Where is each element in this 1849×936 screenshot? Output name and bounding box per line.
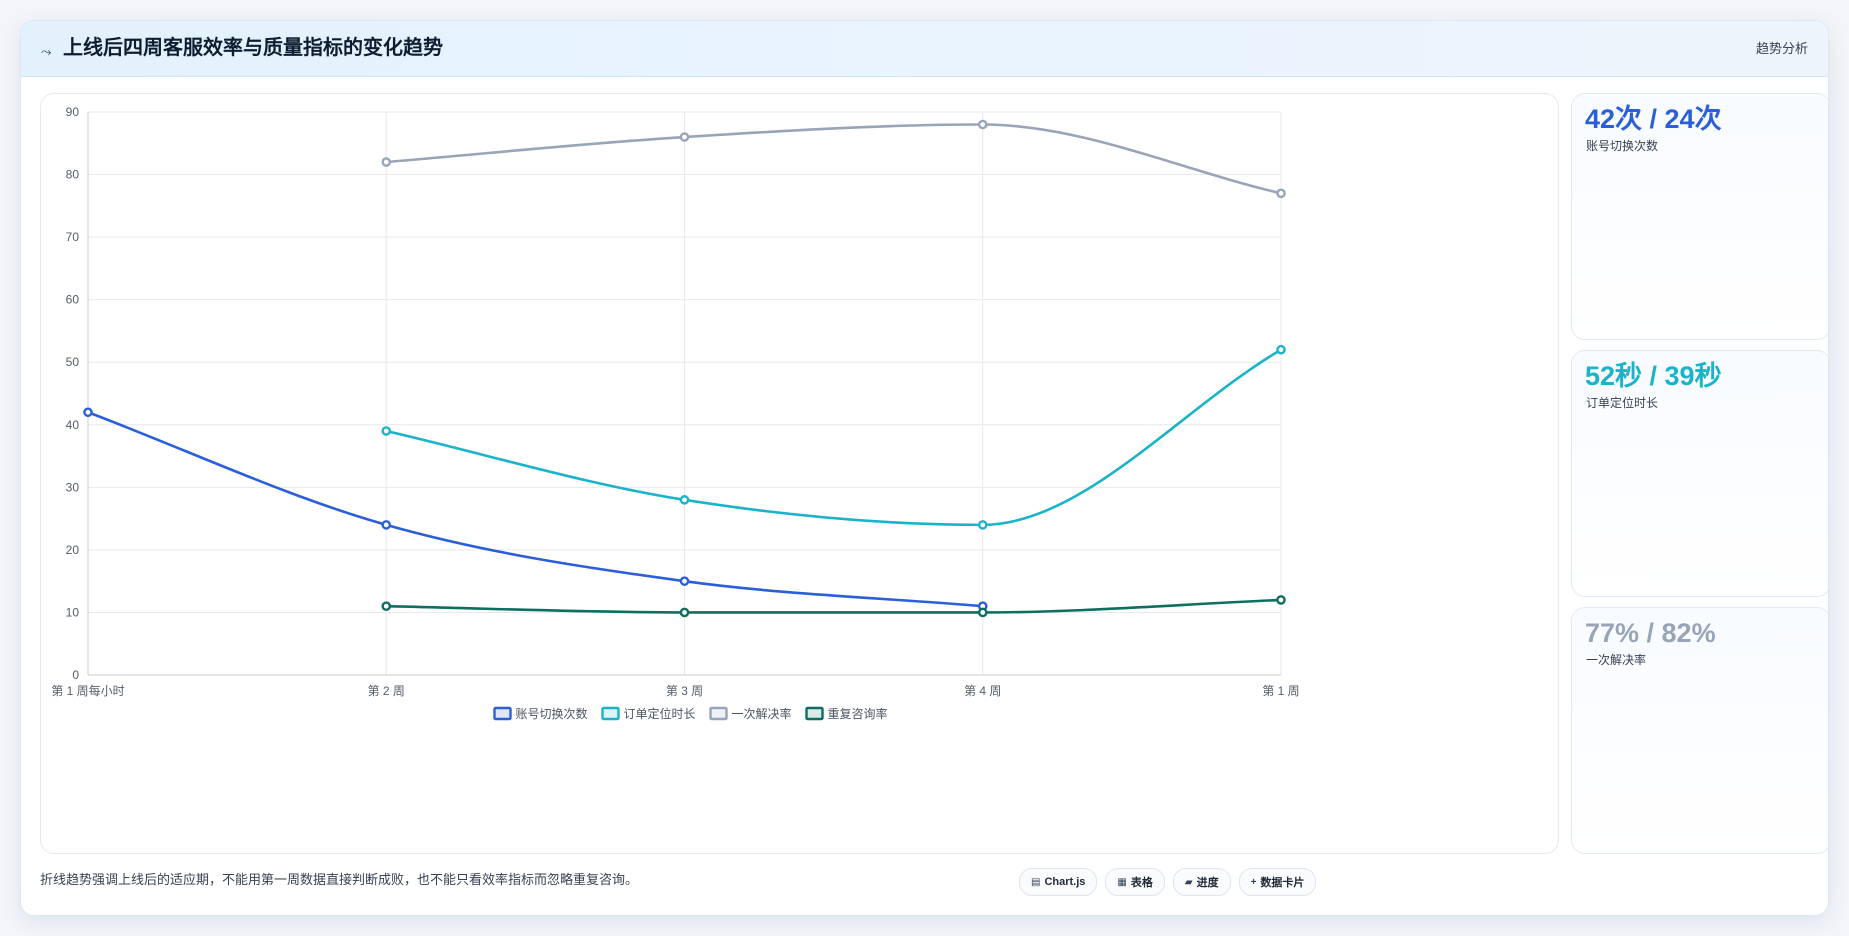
chip-group: ▤ Chart.js ▦ 表格 ▰ 进度 + 数据卡片: [1019, 868, 1317, 896]
chip-label: Chart.js: [1044, 876, 1086, 888]
page-title: 上线后四周客服效率与质量指标的变化趋势: [63, 37, 443, 59]
chip-label: 表格: [1130, 877, 1153, 889]
legend-label: 一次解决率: [732, 706, 792, 721]
x-tick-label: 第 3 周: [666, 684, 703, 698]
chart-card: 0 10 20 30 40 50 60 70 80 90 第 1 周每小时 第 2 周 第 3 周 第 4…: [40, 93, 1559, 854]
table-icon: ▦: [1117, 876, 1127, 888]
y-tick-label: 80: [66, 168, 80, 182]
chip-label: 进度: [1196, 877, 1219, 889]
data-card-chip[interactable]: + 数据卡片: [1238, 868, 1317, 896]
footer-note: 折线趋势强调上线后的适应期，不能用第一周数据直接判断成败，也不能只看效率指标而忽…: [40, 872, 639, 887]
data-point: [1276, 344, 1286, 355]
trend-analysis-badge: 趋势分析: [1755, 41, 1808, 56]
chartjs-chip[interactable]: ▤ Chart.js: [1019, 868, 1098, 896]
legend-swatch: [493, 706, 512, 721]
chip-label: 数据卡片: [1260, 877, 1305, 889]
plus-icon: +: [1250, 876, 1257, 888]
y-tick-label: 70: [66, 230, 80, 244]
stat-label: 订单定位时长: [1586, 396, 1659, 410]
stat-card-first-resolution: 77% / 82% 一次解决率: [1571, 607, 1828, 854]
stat-value: 42次 / 24次: [1585, 104, 1722, 134]
y-tick-label: 50: [66, 355, 80, 369]
stat-card-account-switch: 42次 / 24次 账号切换次数: [1571, 93, 1828, 340]
data-point: [381, 601, 392, 611]
series-line-0: [87, 411, 983, 608]
stat-label: 一次解决率: [1586, 653, 1647, 667]
y-tick-label: 90: [66, 105, 80, 119]
x-tick-label: 第 4 周: [964, 684, 1001, 698]
stat-card-order-locate-time: 52秒 / 39秒 订单定位时长: [1571, 350, 1828, 597]
y-tick-label: 0: [72, 668, 79, 682]
data-point: [977, 607, 988, 618]
series-line-2: [386, 123, 1282, 195]
line-chart: 0 10 20 30 40 50 60 70 80 90 第 1 周每小时 第 2 周 第 3 周 第 4…: [51, 105, 1299, 721]
panel-header: ⤳ 上线后四周客服效率与质量指标的变化趋势 趋势分析: [21, 21, 1828, 77]
y-tick-label: 60: [66, 293, 80, 307]
legend-swatch: [601, 706, 620, 721]
data-point: [977, 119, 988, 130]
y-tick-label: 40: [66, 418, 80, 432]
series-line-3: [386, 598, 1282, 614]
legend-swatch: [805, 706, 824, 721]
data-point: [1276, 595, 1286, 605]
data-point: [1276, 188, 1286, 199]
data-point: [679, 576, 690, 586]
x-tick-label: 第 1 周每小时: [51, 683, 124, 698]
y-tick-label: 20: [66, 543, 80, 557]
y-tick-label: 30: [66, 480, 80, 494]
data-point: [679, 495, 690, 505]
data-point: [381, 520, 392, 530]
data-point: [381, 157, 392, 167]
legend-label: 账号切换次数: [516, 706, 588, 721]
stat-value: 52秒 / 39秒: [1585, 361, 1722, 391]
x-tick-label: 第 1 周: [1262, 684, 1299, 698]
table-chip[interactable]: ▦ 表格: [1105, 868, 1165, 896]
x-tick-label: 第 2 周: [368, 684, 405, 698]
data-point: [679, 607, 690, 618]
series-line-1: [385, 348, 1282, 527]
y-tick-label: 10: [66, 605, 80, 619]
legend-label: 订单定位时长: [624, 706, 696, 721]
stat-value: 77% / 82%: [1585, 618, 1716, 648]
legend-swatch: [709, 706, 728, 721]
progress-icon: ▰: [1184, 876, 1193, 888]
data-point: [83, 407, 93, 418]
stat-label: 账号切换次数: [1586, 139, 1659, 153]
data-point: [679, 132, 690, 142]
progress-chip[interactable]: ▰ 进度: [1172, 868, 1231, 896]
data-point: [381, 426, 392, 436]
chart-icon: ▤: [1031, 876, 1041, 888]
legend-label: 重复咨询率: [828, 706, 888, 721]
data-point: [977, 520, 988, 530]
trend-line-icon: ⤳: [41, 44, 52, 59]
chart-panel: ⤳ 上线后四周客服效率与质量指标的变化趋势 趋势分析 0 10 20 30 40 50 60…: [20, 20, 1829, 916]
